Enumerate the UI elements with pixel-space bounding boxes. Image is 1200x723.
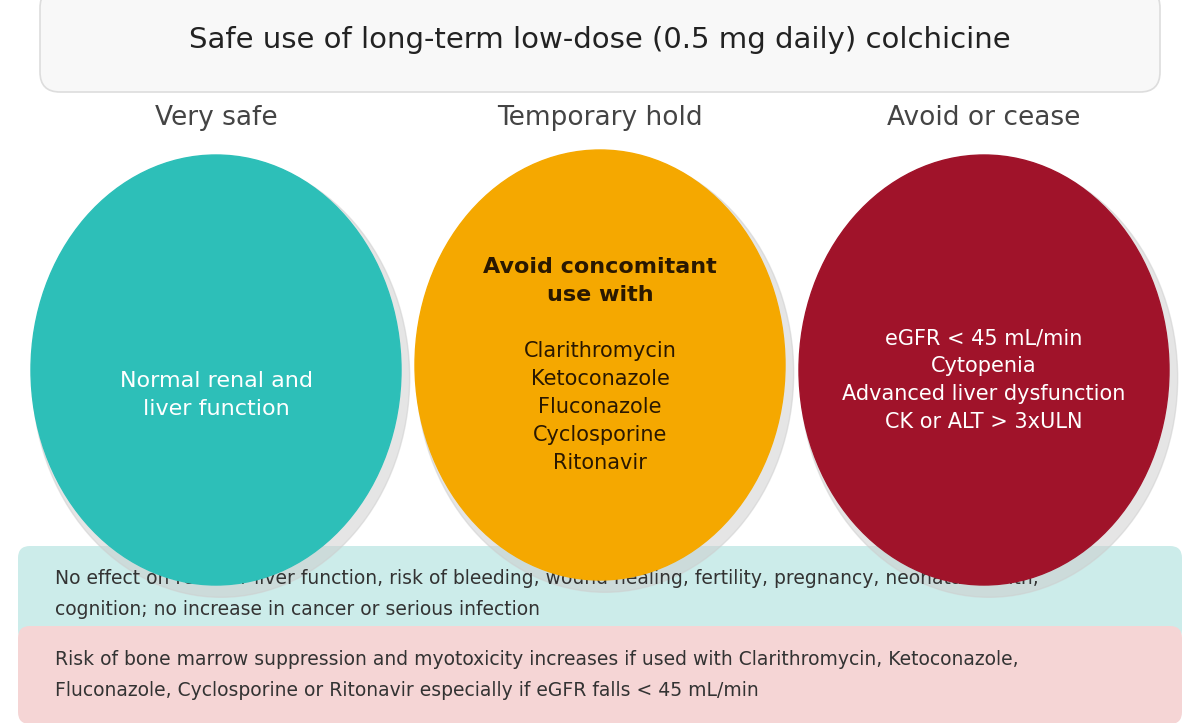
Text: Ritonavir: Ritonavir [553, 453, 647, 473]
Ellipse shape [799, 155, 1169, 585]
Text: Risk of bone marrow suppression and myotoxicity increases if used with Clarithro: Risk of bone marrow suppression and myot… [55, 650, 1019, 700]
FancyBboxPatch shape [40, 0, 1160, 92]
FancyBboxPatch shape [18, 546, 1182, 642]
Text: Advanced liver dysfunction: Advanced liver dysfunction [842, 384, 1126, 404]
FancyBboxPatch shape [18, 626, 1182, 723]
Text: Fluconazole: Fluconazole [539, 397, 661, 417]
Text: No effect on renal or liver function, risk of bleeding, wound healing, fertility: No effect on renal or liver function, ri… [55, 569, 1039, 619]
Ellipse shape [31, 155, 401, 585]
Text: Very safe: Very safe [155, 105, 277, 131]
Text: eGFR < 45 mL/min: eGFR < 45 mL/min [886, 328, 1082, 348]
Text: Temporary hold: Temporary hold [497, 105, 703, 131]
Text: Avoid concomitant: Avoid concomitant [484, 257, 716, 277]
Text: Safe use of long-term low-dose (0.5 mg daily) colchicine: Safe use of long-term low-dose (0.5 mg d… [190, 26, 1010, 54]
Text: liver function: liver function [143, 399, 289, 419]
Ellipse shape [32, 159, 409, 597]
Text: Avoid or cease: Avoid or cease [887, 105, 1081, 131]
Text: CK or ALT > 3xULN: CK or ALT > 3xULN [886, 412, 1082, 432]
Ellipse shape [415, 150, 785, 580]
Text: Cytopenia: Cytopenia [931, 356, 1037, 376]
Text: Normal renal and: Normal renal and [120, 371, 312, 391]
Text: Ketoconazole: Ketoconazole [530, 369, 670, 389]
Text: Clarithromycin: Clarithromycin [523, 341, 677, 361]
Text: Cyclosporine: Cyclosporine [533, 425, 667, 445]
Ellipse shape [416, 154, 793, 592]
Text: use with: use with [547, 285, 653, 305]
Ellipse shape [800, 159, 1177, 597]
